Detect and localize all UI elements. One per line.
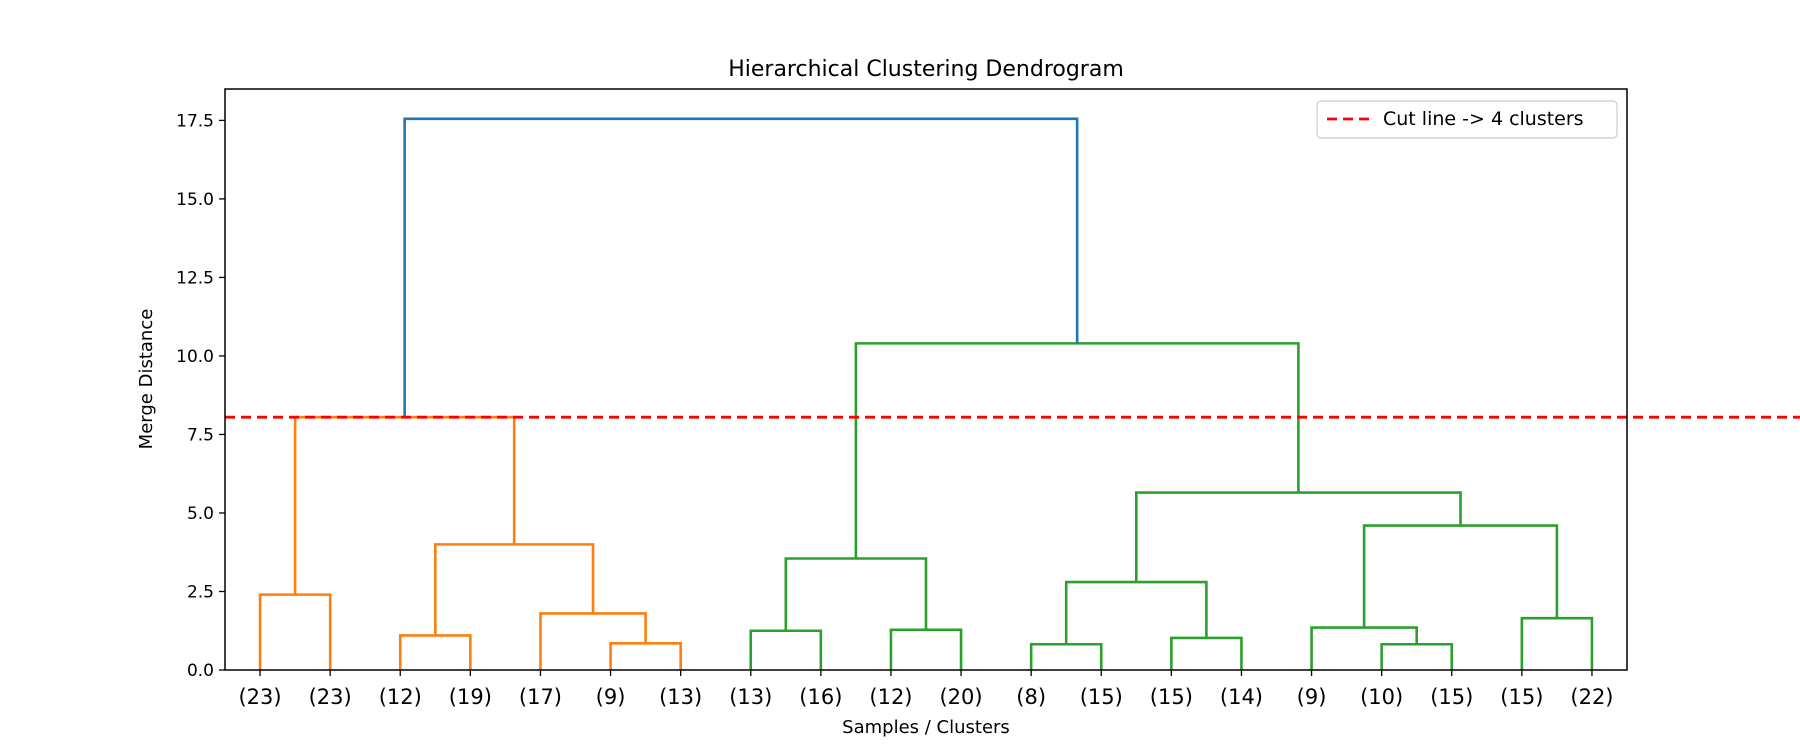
plot-area-frame bbox=[224, 88, 1628, 671]
y-tick-label: 10.0 bbox=[176, 347, 214, 367]
y-tick-label: 15.0 bbox=[176, 190, 214, 210]
dendrogram-link-1 bbox=[398, 634, 472, 670]
x-tick-label-leaf-5: (17) bbox=[519, 685, 562, 709]
legend-box bbox=[1316, 100, 1618, 139]
dendrogram-link-7 bbox=[889, 628, 963, 670]
dendrogram-link-3 bbox=[539, 612, 647, 670]
x-tick-label-leaf-3: (12) bbox=[379, 685, 422, 709]
y-tick-label: 2.5 bbox=[187, 582, 214, 602]
x-tick-label-leaf-7: (13) bbox=[659, 685, 702, 709]
x-tick-label-leaf-9: (16) bbox=[799, 685, 842, 709]
x-tick-label-leaf-8: (13) bbox=[729, 685, 772, 709]
dendrogram-link-16 bbox=[1135, 491, 1462, 583]
dendrogram-link-0 bbox=[258, 593, 332, 670]
dendrogram-link-14 bbox=[1520, 616, 1594, 670]
x-tick-label-leaf-2: (23) bbox=[309, 685, 352, 709]
legend-label: Cut line -> 4 clusters bbox=[1383, 108, 1584, 130]
y-tick-label: 17.5 bbox=[176, 111, 214, 131]
y-tick-label: 5.0 bbox=[187, 504, 214, 524]
chart-title: Hierarchical Clustering Dendrogram bbox=[728, 57, 1124, 82]
x-tick-label-leaf-12: (8) bbox=[1016, 685, 1046, 709]
y-tick-label: 12.5 bbox=[176, 268, 214, 288]
dendrogram-link-18 bbox=[403, 117, 1079, 418]
dendrogram-link-9 bbox=[1029, 642, 1103, 670]
dendrogram-link-6 bbox=[749, 629, 823, 670]
x-tick-label-leaf-10: (12) bbox=[869, 685, 912, 709]
x-tick-label-leaf-18: (15) bbox=[1430, 685, 1473, 709]
y-axis: 0.0 2.5 5.0 7.5 10.0 12.5 15.0 17.5 bbox=[176, 111, 225, 681]
x-tick-label-leaf-6: (9) bbox=[596, 685, 626, 709]
x-tick-label-leaf-17: (10) bbox=[1360, 685, 1403, 709]
dendrogram-link-17 bbox=[854, 342, 1300, 559]
x-tick-label-leaf-1: (23) bbox=[238, 685, 281, 709]
x-tick-label-leaf-4: (19) bbox=[449, 685, 492, 709]
x-tick-label-leaf-13: (15) bbox=[1080, 685, 1123, 709]
dendrogram-link-12 bbox=[1380, 642, 1454, 670]
x-tick-label-leaf-19: (15) bbox=[1500, 685, 1543, 709]
dendrogram-link-10 bbox=[1170, 636, 1243, 670]
x-tick-label-leaf-14: (15) bbox=[1150, 685, 1193, 709]
legend: Cut line -> 4 clusters bbox=[1316, 100, 1618, 139]
dendrogram-links bbox=[258, 117, 1594, 670]
x-axis: (23) (23) (12) (19) (17) (9) (13) (13) (16) (12) (… bbox=[238, 670, 1614, 709]
dendrogram-link-2 bbox=[609, 642, 682, 670]
x-axis-label: Samples / Clusters bbox=[842, 717, 1010, 738]
x-tick-label-leaf-11: (20) bbox=[939, 685, 982, 709]
y-tick-label: 0.0 bbox=[187, 661, 214, 681]
dendrogram-link-11 bbox=[1064, 580, 1208, 645]
x-tick-label-leaf-20: (22) bbox=[1570, 685, 1613, 709]
y-tick-label: 7.5 bbox=[187, 425, 214, 445]
dendrogram-link-13 bbox=[1310, 626, 1418, 670]
dendrogram-link-8 bbox=[784, 557, 928, 631]
dendrogram-link-5 bbox=[293, 415, 516, 595]
dendrogram-link-4 bbox=[434, 543, 595, 636]
dendrogram-link-15 bbox=[1362, 524, 1559, 628]
x-tick-label-leaf-16: (9) bbox=[1297, 685, 1327, 709]
x-tick-label-leaf-15: (14) bbox=[1220, 685, 1263, 709]
y-axis-label: Merge Distance bbox=[136, 309, 157, 450]
